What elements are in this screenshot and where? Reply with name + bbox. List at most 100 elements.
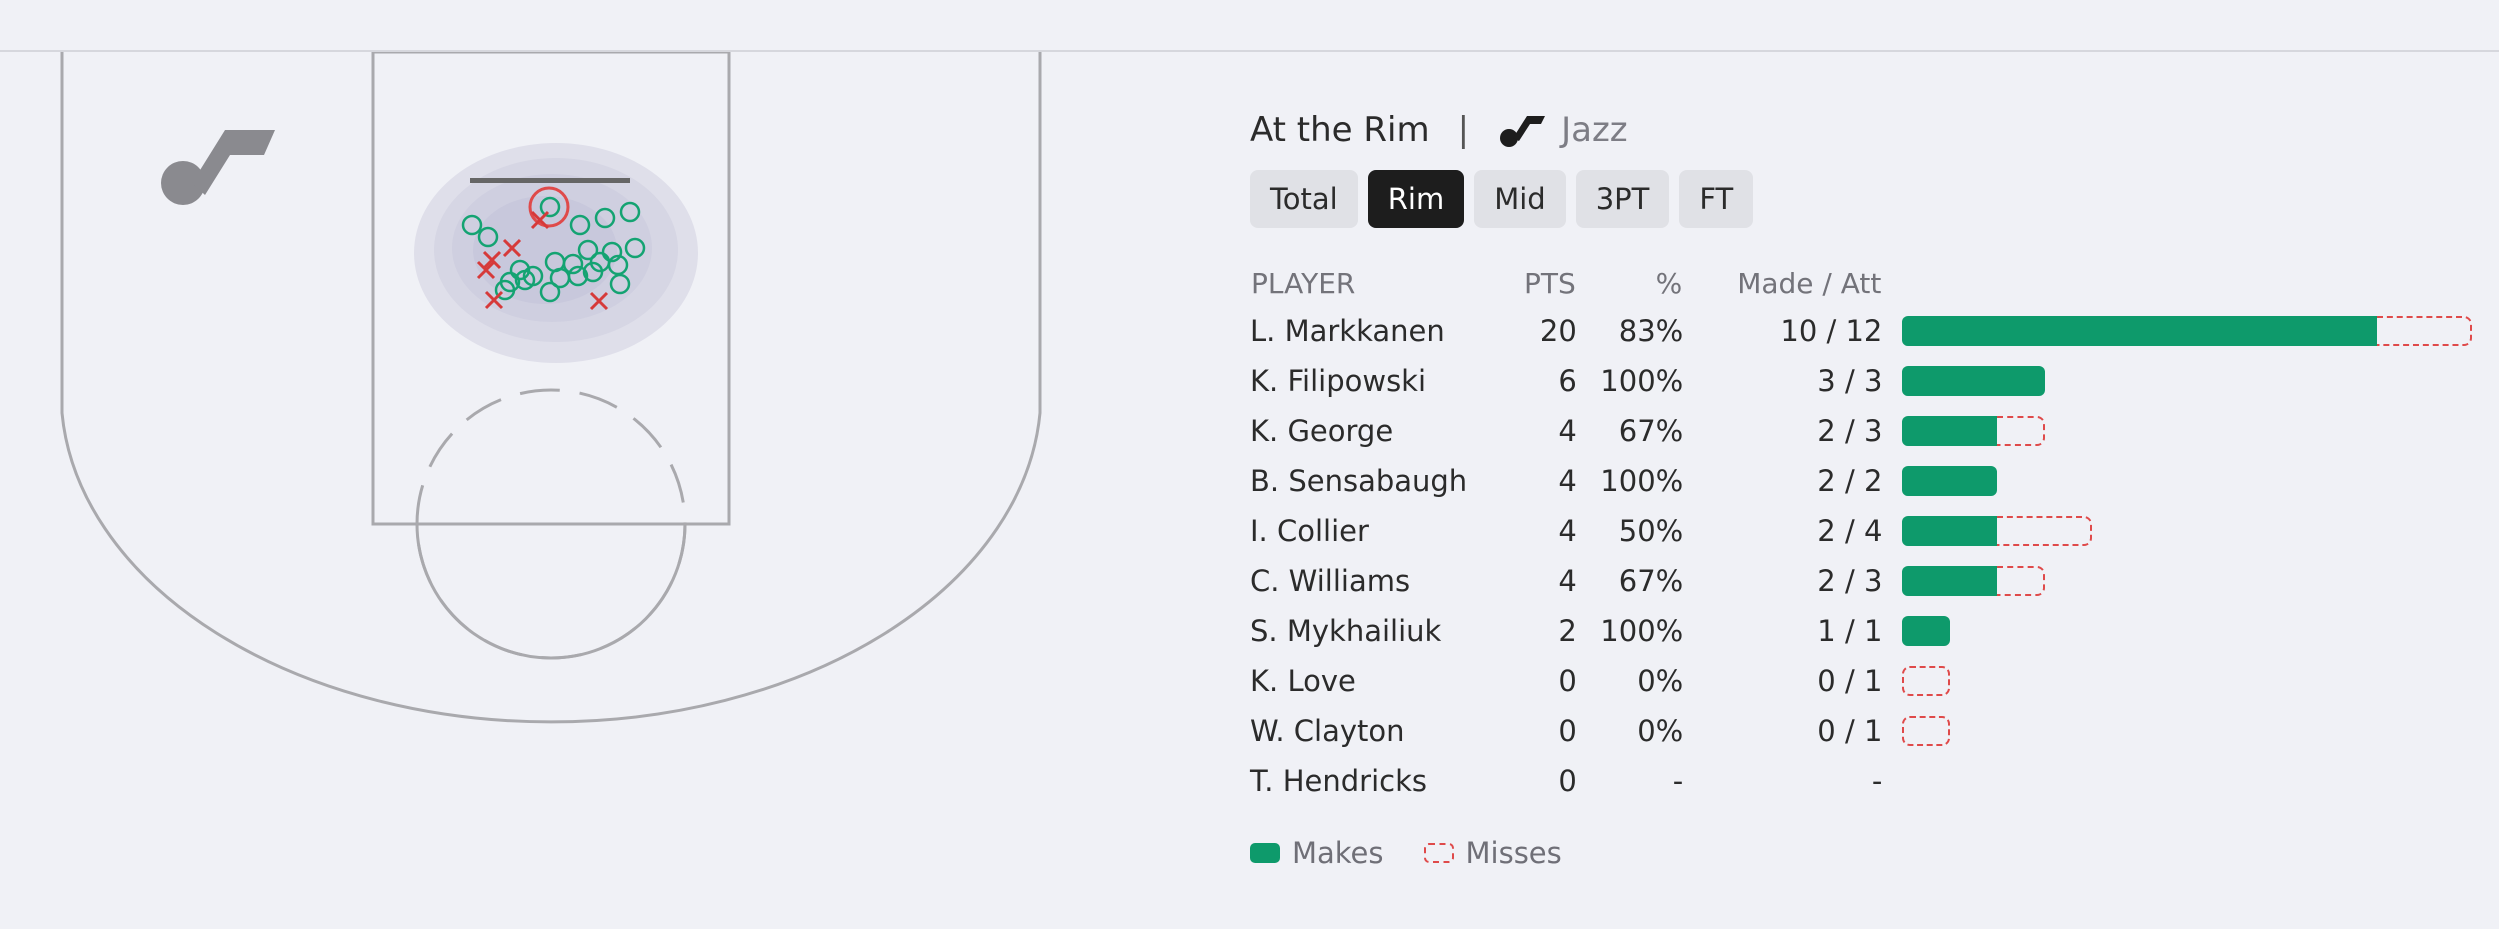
made-att-bar	[1902, 766, 2480, 796]
player-made-att: 3 / 3	[1817, 364, 1883, 398]
misses-bar	[1902, 666, 1950, 696]
player-pct: 100%	[1600, 364, 1684, 398]
table-row: L. Markkanen 20 83% 10 / 12	[1250, 306, 2480, 356]
player-made-att: 2 / 3	[1817, 414, 1883, 448]
missed-shots	[476, 210, 609, 311]
player-name: I. Collier	[1250, 514, 1369, 548]
misses-bar	[1997, 516, 2093, 546]
misses-swatch	[1423, 843, 1454, 863]
made-att-bar	[1902, 366, 2480, 396]
table-row: W. Clayton 0 0% 0 / 1	[1250, 706, 2480, 756]
player-name: T. Hendricks	[1250, 764, 1427, 798]
tab-3pt[interactable]: 3PT	[1575, 170, 1670, 228]
shot-chart-court	[60, 52, 1042, 724]
made-att-bar	[1902, 616, 2480, 646]
made-att-bar-cell	[1882, 306, 2480, 356]
table-row: S. Mykhailiuk 2 100% 1 / 1	[1250, 606, 2480, 656]
player-pts: 6	[1558, 364, 1577, 398]
makes-swatch	[1250, 843, 1280, 863]
team-name: Jazz	[1561, 110, 1628, 150]
makes-bar	[1902, 416, 1998, 446]
top-divider	[0, 50, 2499, 52]
player-made-att: 0 / 1	[1817, 664, 1883, 698]
misses-bar	[1902, 716, 1950, 746]
jazz-logo-icon	[161, 130, 275, 205]
paint	[371, 52, 731, 526]
legend-makes: Makes	[1292, 836, 1384, 870]
tab-rim[interactable]: Rim	[1367, 170, 1465, 228]
tab-ft[interactable]: FT	[1679, 170, 1754, 228]
player-name: L. Markkanen	[1250, 314, 1445, 348]
player-pts: 20	[1539, 314, 1577, 348]
player-name: K. Love	[1250, 664, 1356, 698]
player-pts: 0	[1558, 714, 1577, 748]
made-att-bar-cell	[1882, 406, 2480, 456]
jazz-note-icon	[1500, 116, 1546, 147]
backboard	[470, 178, 630, 183]
made-att-bar-cell	[1882, 356, 2480, 406]
table-row: B. Sensabaugh 4 100% 2 / 2	[1250, 456, 2480, 506]
player-pct: 67%	[1618, 414, 1684, 448]
title-separator: |	[1457, 110, 1470, 150]
stats-panel: At the Rim | Jazz Total Rim Mid 3PT FT P…	[1250, 100, 2480, 870]
made-att-bar-cell	[1882, 506, 2480, 556]
legend-misses: Misses	[1465, 836, 1562, 870]
player-pts: 4	[1558, 414, 1577, 448]
player-made-att: 2 / 4	[1817, 514, 1883, 548]
header-pts: PTS	[1524, 266, 1576, 300]
tab-mid[interactable]: Mid	[1474, 170, 1566, 228]
player-pct: 100%	[1600, 614, 1684, 648]
misses-bar	[2377, 316, 2473, 346]
table-row: C. Williams 4 67% 2 / 3	[1250, 556, 2480, 606]
player-name: S. Mykhailiuk	[1250, 614, 1442, 648]
legend: Makes Misses	[1250, 836, 2480, 870]
tab-total[interactable]: Total	[1250, 170, 1358, 228]
player-name: B. Sensabaugh	[1250, 464, 1468, 498]
table-row: K. Filipowski 6 100% 3 / 3	[1250, 356, 2480, 406]
made-att-bar	[1902, 716, 2480, 746]
player-pct: 0%	[1637, 664, 1684, 698]
player-pts: 4	[1558, 564, 1577, 598]
player-made-att: 10 / 12	[1780, 314, 1883, 348]
made-att-bar-cell	[1882, 756, 2480, 806]
player-pts: 0	[1558, 664, 1577, 698]
player-pct: -	[1672, 764, 1684, 798]
made-att-bar	[1902, 416, 2480, 446]
header-pct: %	[1655, 266, 1683, 300]
player-made-att: 0 / 1	[1817, 714, 1883, 748]
made-att-bar	[1902, 316, 2480, 346]
table-row: I. Collier 4 50% 2 / 4	[1250, 506, 2480, 556]
made-att-bar	[1902, 666, 2480, 696]
player-pct: 0%	[1637, 714, 1684, 748]
player-pct: 83%	[1618, 314, 1684, 348]
player-made-att: -	[1871, 764, 1883, 798]
made-att-bar-cell	[1882, 606, 2480, 656]
player-shooting-table: PLAYER PTS % Made / Att L. Markkanen 20 83…	[1250, 260, 2480, 806]
makes-bar	[1902, 366, 2045, 396]
player-name: K. George	[1250, 414, 1394, 448]
player-pct: 67%	[1618, 564, 1684, 598]
player-pct: 100%	[1600, 464, 1684, 498]
header-bar	[1882, 260, 2480, 306]
makes-bar	[1902, 316, 2378, 346]
header-made-att: Made / Att	[1737, 266, 1882, 300]
header-player: PLAYER	[1251, 266, 1356, 300]
shot-type-tabs: Total Rim Mid 3PT FT	[1250, 170, 2480, 228]
makes-bar	[1902, 516, 1998, 546]
free-throw-lower-arc	[415, 523, 687, 660]
makes-bar	[1902, 466, 1998, 496]
table-row: T. Hendricks 0 - -	[1250, 756, 2480, 806]
player-pts: 2	[1558, 614, 1577, 648]
table-header-row: PLAYER PTS % Made / Att	[1250, 260, 2480, 306]
player-name: C. Williams	[1250, 564, 1411, 598]
table-row: K. George 4 67% 2 / 3	[1250, 406, 2480, 456]
rim	[528, 186, 570, 228]
three-point-line	[60, 52, 1042, 724]
makes-bar	[1902, 616, 1950, 646]
made-att-bar-cell	[1882, 556, 2480, 606]
misses-bar	[1997, 566, 2045, 596]
player-name: K. Filipowski	[1250, 364, 1427, 398]
page-title: At the Rim	[1250, 110, 1430, 150]
panel-header: At the Rim | Jazz	[1250, 100, 2480, 160]
player-made-att: 2 / 2	[1817, 464, 1883, 498]
